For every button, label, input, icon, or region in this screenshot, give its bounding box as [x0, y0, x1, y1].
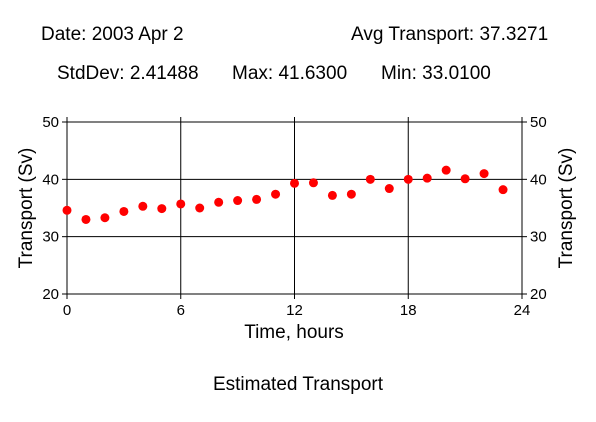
- y-tick-label-left: 30: [42, 229, 59, 246]
- data-point: [176, 199, 186, 209]
- data-point: [327, 190, 337, 200]
- data-point: [271, 189, 281, 199]
- data-points: [62, 165, 508, 224]
- data-point: [422, 173, 432, 183]
- x-tick-label: 0: [63, 302, 71, 319]
- tick-marks: [62, 117, 527, 299]
- data-point: [479, 169, 489, 179]
- y-tick-label-right: 40: [530, 171, 547, 188]
- data-point: [441, 165, 451, 175]
- y-tick-label-left: 50: [42, 114, 59, 131]
- x-tick-label: 6: [177, 302, 185, 319]
- x-axis-title: Time, hours: [244, 322, 344, 343]
- x-tick-label: 24: [514, 302, 531, 319]
- data-point: [138, 201, 148, 211]
- y-tick-label-right: 20: [530, 286, 547, 303]
- y-tick-label-left: 20: [42, 286, 59, 303]
- y-tick-label-right: 50: [530, 114, 547, 131]
- data-point: [308, 178, 318, 188]
- data-point: [100, 213, 110, 223]
- avg-transport-label: Avg Transport: 37.3271: [351, 24, 549, 45]
- data-point: [346, 189, 356, 199]
- date-label: Date: 2003 Apr 2: [41, 24, 184, 45]
- data-point: [62, 205, 72, 215]
- x-tick-label: 12: [286, 302, 303, 319]
- data-point: [214, 197, 224, 207]
- chart-caption: Estimated Transport: [212, 374, 384, 395]
- stddev-label: StdDev: 2.41488: [57, 63, 199, 84]
- y-axis-title: Transport (Sv): [16, 148, 37, 269]
- data-point: [403, 174, 413, 184]
- grid-lines: [67, 122, 522, 294]
- data-point: [233, 196, 243, 206]
- y-tick-label-right: 30: [530, 229, 547, 246]
- data-point: [252, 194, 262, 204]
- data-point: [498, 185, 508, 195]
- data-point: [195, 203, 205, 213]
- data-point: [365, 174, 375, 184]
- y-tick-label-left: 40: [42, 171, 59, 188]
- data-point: [157, 204, 167, 214]
- data-point: [81, 214, 91, 224]
- min-label: Min: 33.0100: [381, 63, 491, 84]
- y-axis-title-right: Transport (Sv): [556, 148, 577, 269]
- data-point: [384, 184, 394, 194]
- max-label: Max: 41.6300: [232, 63, 348, 84]
- data-point: [119, 206, 129, 216]
- data-point: [290, 178, 299, 188]
- x-tick-label: 18: [400, 302, 417, 319]
- data-point: [460, 174, 470, 184]
